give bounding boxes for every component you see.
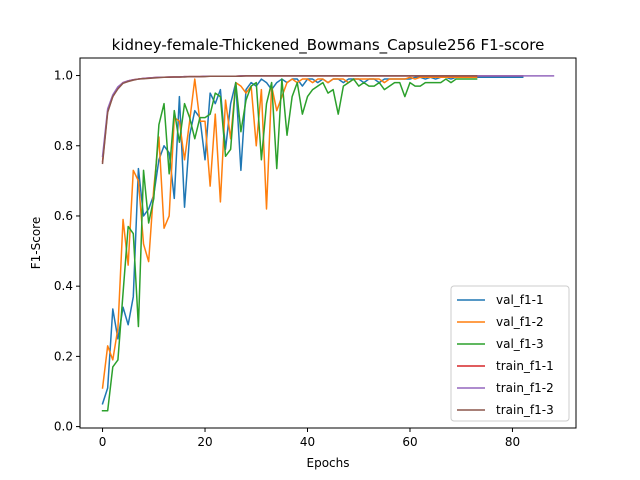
chart-title: kidney-female-Thickened_Bowmans_Capsule2… (112, 36, 545, 55)
y-axis-label: F1-Score (29, 217, 43, 269)
y-axis-ticks: 0.0 0.2 0.4 0.6 0.8 1.0 (54, 69, 80, 434)
legend-label-train_f1-2: train_f1-2 (496, 381, 554, 395)
y-tick-label: 1.0 (54, 69, 73, 83)
y-tick-label: 0.0 (54, 420, 73, 434)
x-axis-label: Epochs (307, 456, 350, 470)
y-tick-label: 0.6 (54, 209, 73, 223)
x-tick-label: 40 (300, 435, 315, 449)
legend: val_f1-1 val_f1-2 val_f1-3 train_f1-1 train_… (450, 285, 570, 422)
x-tick-label: 80 (505, 435, 520, 449)
series-line-val_f1-2 (101, 76, 478, 389)
legend-label-val_f1-2: val_f1-2 (496, 315, 544, 329)
y-tick-label: 0.2 (54, 349, 73, 363)
series-layer (101, 75, 555, 412)
x-axis-ticks: 0 20 40 60 80 (99, 428, 520, 449)
x-tick-label: 20 (197, 435, 212, 449)
x-tick-label: 0 (99, 435, 107, 449)
legend-items: val_f1-1 val_f1-2 val_f1-3 train_f1-1 train_… (457, 293, 554, 417)
series-line-train_f1-3 (101, 75, 478, 165)
legend-label-val_f1-3: val_f1-3 (496, 337, 544, 351)
series-line-val_f1-1 (101, 76, 524, 405)
plot-area-frame (79, 57, 577, 429)
series-line-val_f1-3 (101, 78, 478, 412)
x-tick-label: 60 (402, 435, 417, 449)
y-tick-label: 0.8 (54, 139, 73, 153)
y-tick-label: 0.4 (54, 279, 73, 293)
legend-label-val_f1-1: val_f1-1 (496, 293, 544, 307)
legend-label-train_f1-1: train_f1-1 (496, 359, 554, 373)
legend-label-train_f1-3: train_f1-3 (496, 403, 554, 417)
